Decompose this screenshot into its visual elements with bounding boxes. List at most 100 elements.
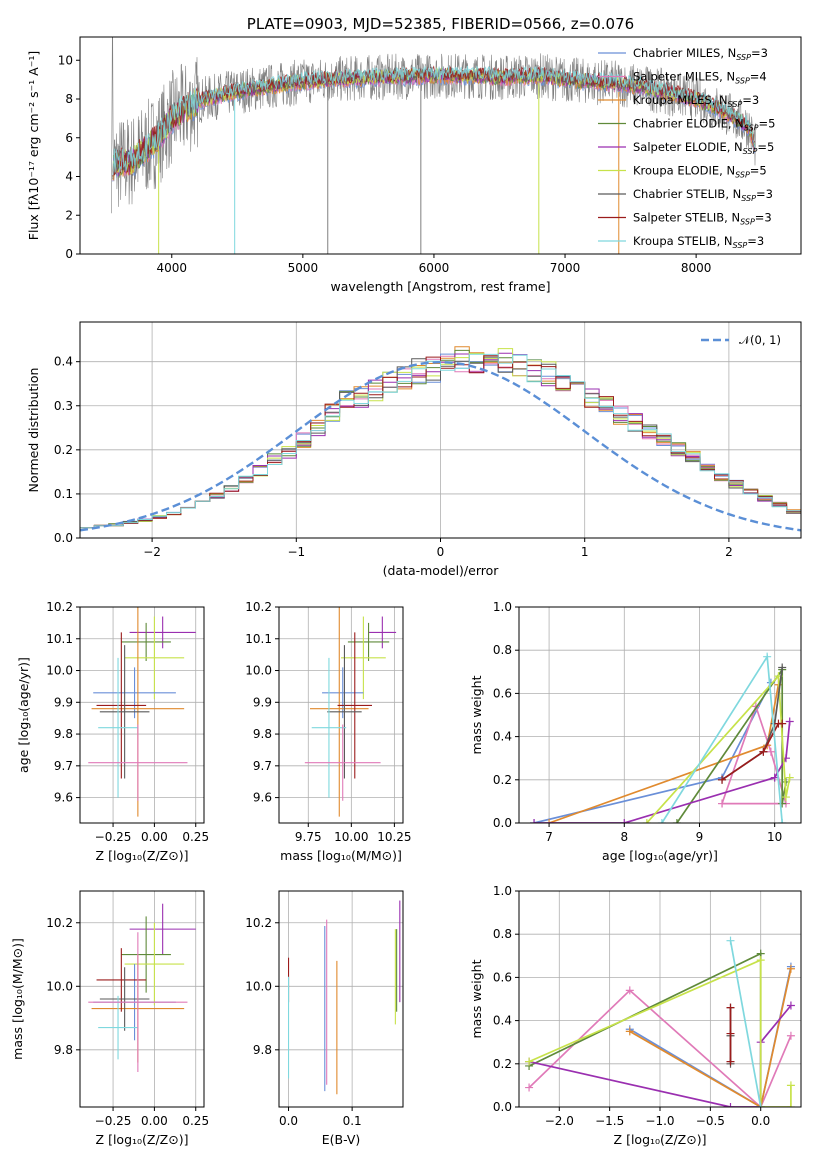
x-tick-label: 7000 [550, 261, 581, 275]
mass-weight-line [646, 674, 791, 823]
plus-marker [785, 773, 794, 782]
x-tick-label: 0.0 [279, 1114, 298, 1128]
x-tick-label: −1.0 [645, 1114, 674, 1128]
histogram-step-line [80, 352, 801, 529]
y-tick-label: 0.2 [493, 1057, 512, 1071]
x-tick-label: 8 [620, 830, 628, 844]
y-tick-label: 10.2 [46, 916, 73, 930]
plus-marker [718, 799, 727, 808]
histogram-step-line [80, 355, 801, 529]
x-axis-label: mass [log₁₀(M/M⊙)] [280, 848, 402, 863]
x-tick-label: −0.5 [696, 1114, 725, 1128]
plus-marker [726, 936, 735, 945]
mass-weight-line [528, 958, 792, 1107]
axes-frame [518, 890, 802, 1108]
legend-entry: Chabrier MILES, NSSP=3 [633, 46, 768, 62]
x-axis-label: Z [log₁₀(Z/Z⊙)] [96, 1132, 189, 1147]
x-tick-label: 9 [696, 830, 704, 844]
axes-frame [79, 36, 802, 255]
y-tick-label: 9.8 [54, 1043, 73, 1057]
x-tick-label: 2 [725, 545, 733, 559]
plus-marker [726, 1003, 735, 1012]
x-tick-label: 0.00 [141, 830, 168, 844]
x-tick-label: 0.0 [751, 1114, 770, 1128]
y-tick-label: 0.0 [54, 531, 73, 545]
legend-entry: Chabrier ELODIE, NSSP=5 [633, 117, 775, 133]
histogram-step-line [80, 353, 801, 529]
x-tick-label: 0.25 [182, 830, 209, 844]
y-tick-label: 6 [65, 131, 73, 145]
chart-title: PLATE=0903, MJD=52385, FIBERID=0566, z=0… [247, 15, 634, 33]
x-tick-label: 0.1 [343, 1114, 362, 1128]
legend-value: =3 [742, 93, 759, 107]
x-axis-label: age [log₁₀(age/yr)] [602, 848, 718, 863]
legend-subscript: SSP [740, 218, 755, 227]
y-tick-label: 9.8 [253, 727, 272, 741]
x-tick-label: −0.25 [95, 830, 132, 844]
legend-entry: Salpeter MILES, NSSP=4 [633, 70, 767, 86]
histogram-step-line [80, 356, 801, 529]
plus-marker [778, 819, 787, 823]
y-tick-label: 0.2 [54, 443, 73, 457]
plot-area [111, 37, 757, 254]
y-tick-label: 10.1 [245, 632, 272, 646]
panel-8: −2.0 −1.5 −1.0 −0.5 0.0 0.0 0.2 0.4 0.6 0.8 1.0 Z [… [469, 884, 802, 1147]
axes-frame [518, 606, 802, 824]
y-axis-label: mass weight [469, 675, 484, 754]
x-tick-label: −2.0 [545, 1114, 574, 1128]
y-tick-label: 10.2 [245, 916, 272, 930]
plus-marker [786, 1103, 795, 1107]
legend-entry: Salpeter STELIB, NSSP=3 [633, 211, 772, 227]
y-tick-label: 0.0 [493, 816, 512, 830]
x-axis-label: wavelength [Angstrom, rest frame] [330, 279, 550, 294]
y-axis-label: Flux [fλ10⁻¹⁷ erg cm⁻² s⁻¹ A⁻¹] [26, 51, 41, 240]
y-tick-label: 0.1 [54, 487, 73, 501]
y-tick-label: 10 [58, 53, 73, 67]
panel-3: −0.25 0.00 0.25 9.6 9.7 9.8 9.9 10.0 10.1 10.2 Z [… [16, 600, 209, 863]
plus-marker [785, 717, 794, 726]
x-tick-label: 1 [581, 545, 589, 559]
y-tick-label: 0.4 [54, 355, 73, 369]
plus-marker [786, 1081, 795, 1090]
plus-marker [778, 663, 787, 672]
y-tick-label: 0.3 [54, 399, 73, 413]
y-tick-label: 2 [65, 208, 73, 222]
legend-subscript: SSP [736, 53, 751, 62]
mass-weight-line [548, 684, 780, 823]
panel-2: −2 −1 0 1 2 0.0 0.1 0.2 0.3 0.4 (data-model)/error… [26, 321, 802, 578]
histogram-step-line [80, 349, 801, 529]
legend-subscript: SSP [733, 241, 748, 250]
y-tick-label: 0 [65, 247, 73, 261]
y-tick-label: 0.6 [493, 686, 512, 700]
plus-marker [525, 1057, 534, 1066]
plus-marker [763, 652, 772, 661]
y-tick-label: 9.8 [54, 727, 73, 741]
x-tick-label: 7 [545, 830, 553, 844]
legend-label: Chabrier STELIB, N [633, 187, 741, 201]
plus-marker [756, 956, 765, 965]
x-axis-label: Z [log₁₀(Z/Z⊙)] [96, 848, 189, 863]
legend-value: =3 [751, 46, 768, 60]
panel-6: −0.25 0.00 0.25 9.8 10.0 10.2 Z [log₁₀(Z/Z⊙)] m… [10, 890, 209, 1147]
x-tick-label: 0.25 [182, 1114, 209, 1128]
plot-area [88, 607, 196, 817]
y-tick-label: 9.9 [253, 695, 272, 709]
mass-weight-line [528, 1004, 792, 1107]
panel-7: 0.0 0.1 9.8 10.0 10.2 E(B-V) [245, 890, 404, 1147]
legend-subscript: SSP [743, 147, 758, 156]
legend-subscript: SSP [735, 77, 750, 86]
legend-label: Chabrier MILES, N [633, 46, 736, 60]
mass-weight-line [533, 682, 772, 823]
legend-entry: Kroupa MILES, NSSP=3 [633, 93, 759, 109]
mass-weight-line [629, 968, 792, 1107]
plus-marker [718, 775, 727, 784]
plus-marker [672, 819, 681, 823]
x-tick-label: −2 [143, 545, 161, 559]
axes-frame [79, 890, 205, 1108]
plot-area [287, 900, 401, 1095]
plus-marker [726, 1103, 735, 1107]
y-tick-label: 0.2 [493, 773, 512, 787]
y-tick-label: 10.0 [46, 979, 73, 993]
y-tick-label: 0.6 [493, 970, 512, 984]
